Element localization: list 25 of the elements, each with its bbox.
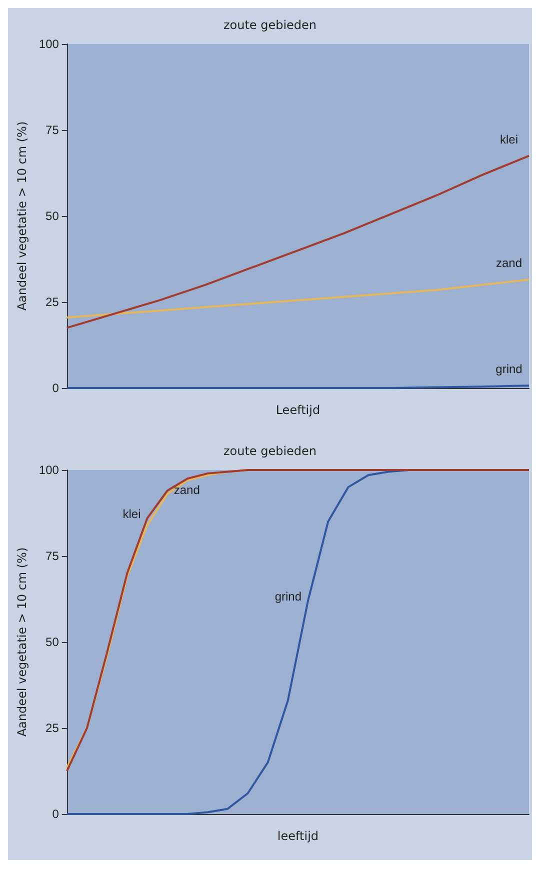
y-tick-label: 25 <box>46 295 60 309</box>
line-series <box>66 278 530 318</box>
line-series <box>66 154 530 329</box>
x-axis-title: Leeftijd <box>276 403 320 417</box>
y-tick-label: 0 <box>52 807 60 821</box>
y-tick-label: 100 <box>38 463 60 477</box>
series-label: zand <box>496 256 522 270</box>
line-series <box>66 469 530 772</box>
y-tick-label: 50 <box>46 209 60 223</box>
y-axis-title: Aandeel vegetatie > 10 cm (%) <box>15 121 29 311</box>
y-axis-title: Aandeel vegetatie > 10 cm (%) <box>15 547 29 737</box>
series-label: klei <box>500 132 518 146</box>
x-axis-title: leeftijd <box>277 829 319 843</box>
series-label: klei <box>122 507 141 522</box>
y-tick-label: 50 <box>46 635 60 649</box>
chart-title: zoute gebieden <box>223 18 317 32</box>
chart-title: zoute gebieden <box>223 444 317 458</box>
series-label: zand <box>174 483 200 498</box>
y-tick-label: 75 <box>46 123 60 137</box>
y-tick-label: 25 <box>46 721 60 735</box>
y-tick-label: 100 <box>38 37 60 51</box>
y-tick-label: 75 <box>46 549 60 563</box>
y-tick-label: 0 <box>52 381 60 395</box>
series-label: grind <box>274 590 302 604</box>
series-label: grind <box>496 362 522 376</box>
